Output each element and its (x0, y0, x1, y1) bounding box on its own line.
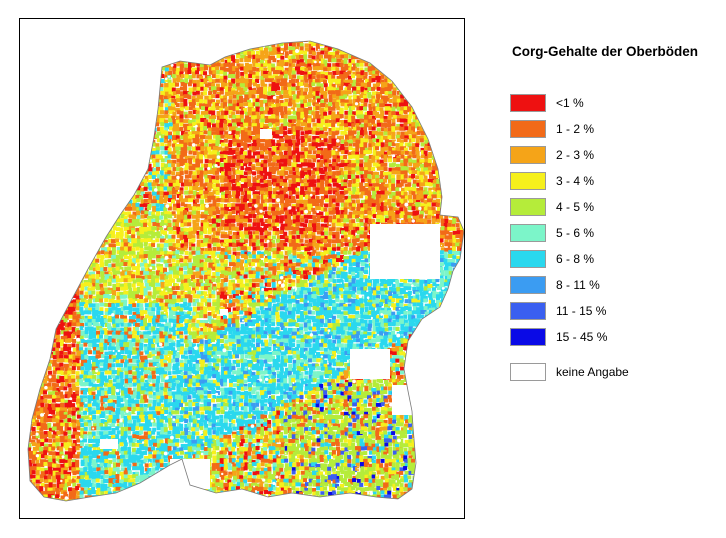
legend-label: 2 - 3 % (556, 148, 595, 162)
legend-label: 4 - 5 % (556, 200, 595, 214)
legend-label: 3 - 4 % (556, 174, 595, 188)
legend-swatch (510, 198, 546, 216)
legend-item-lt1: <1 % (510, 94, 710, 112)
legend-label: keine Angabe (556, 365, 629, 379)
legend-swatch (510, 146, 546, 164)
legend-label: 11 - 15 % (556, 304, 607, 318)
legend-swatch (510, 276, 546, 294)
legend-swatch (510, 363, 546, 381)
legend-item-5-6: 5 - 6 % (510, 224, 710, 242)
legend-item-2-3: 2 - 3 % (510, 146, 710, 164)
legend-item-15-45: 15 - 45 % (510, 328, 710, 346)
legend-title: Corg-Gehalte der Oberböden (512, 44, 699, 59)
legend-item-1-2: 1 - 2 % (510, 120, 710, 138)
legend-item-4-5: 4 - 5 % (510, 198, 710, 216)
legend-swatch (510, 328, 546, 346)
legend-swatch (510, 302, 546, 320)
map-frame (19, 18, 465, 519)
legend-swatch (510, 94, 546, 112)
soil-carbon-map (27, 40, 464, 502)
legend-label: <1 % (556, 96, 584, 110)
legend-label: 8 - 11 % (556, 278, 600, 292)
legend-swatch (510, 172, 546, 190)
legend-item-no-data: keine Angabe (510, 363, 710, 381)
legend-swatch (510, 120, 546, 138)
legend-swatch (510, 224, 546, 242)
legend-label: 1 - 2 % (556, 122, 595, 136)
legend-label: 15 - 45 % (556, 330, 608, 344)
legend-swatch (510, 250, 546, 268)
legend-item-6-8: 6 - 8 % (510, 250, 710, 268)
legend-item-11-15: 11 - 15 % (510, 302, 710, 320)
legend-label: 5 - 6 % (556, 226, 595, 240)
legend-item-3-4: 3 - 4 % (510, 172, 710, 190)
legend-item-8-11: 8 - 11 % (510, 276, 710, 294)
legend-label: 6 - 8 % (556, 252, 595, 266)
